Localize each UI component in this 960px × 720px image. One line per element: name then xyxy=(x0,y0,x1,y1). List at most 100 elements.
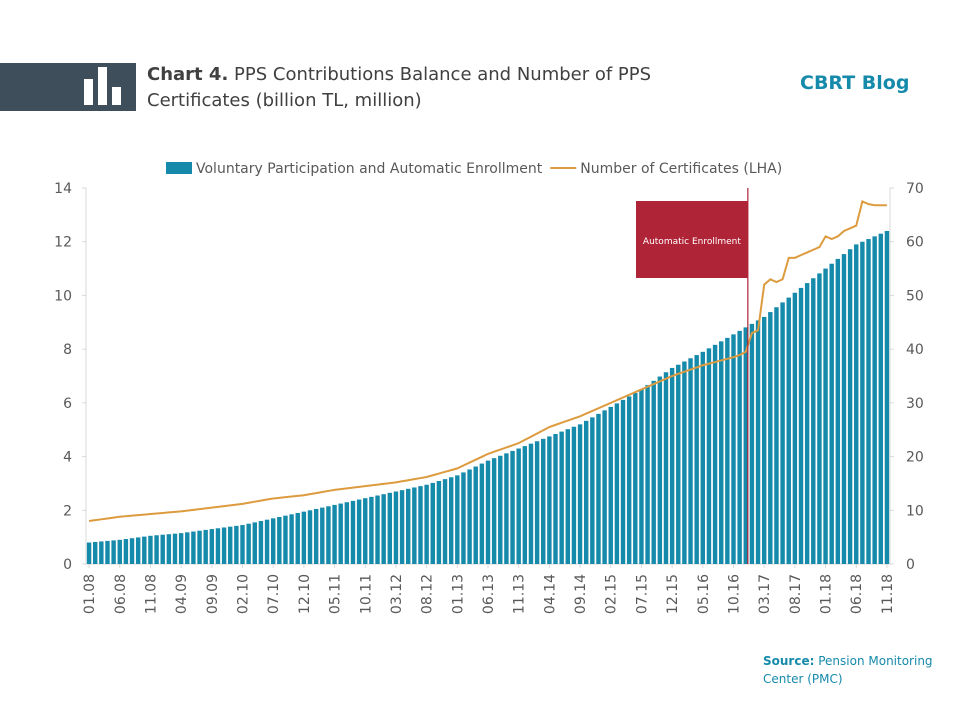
bar xyxy=(356,499,362,564)
bar xyxy=(375,495,380,564)
bar xyxy=(694,355,699,564)
bar xyxy=(393,491,399,564)
header-icon-box xyxy=(0,63,136,111)
x-tick-label: 11.18 xyxy=(880,574,896,614)
y2-tick-label: 50 xyxy=(906,288,924,304)
bar xyxy=(424,484,429,564)
bar xyxy=(780,302,785,564)
title: Chart 4. PPS Contributions Balance and N… xyxy=(147,62,707,114)
x-tick-label: 04.14 xyxy=(542,574,558,614)
bar xyxy=(117,539,122,564)
x-tick-label: 01.08 xyxy=(82,574,98,614)
bar xyxy=(399,490,405,564)
y2-tick-label: 30 xyxy=(906,396,924,412)
source-label: Source: xyxy=(763,654,815,668)
bar xyxy=(313,508,319,564)
bar xyxy=(792,292,798,564)
bar xyxy=(774,307,779,564)
y-tick-label: 10 xyxy=(54,288,72,304)
icon xyxy=(84,67,121,105)
x-tick-label: 12.10 xyxy=(297,574,313,614)
bar xyxy=(166,534,172,564)
bar xyxy=(608,406,613,564)
bar xyxy=(448,477,454,564)
bar xyxy=(270,518,276,564)
bar xyxy=(412,487,417,564)
bar xyxy=(430,482,435,564)
bar xyxy=(326,506,331,564)
bar xyxy=(436,481,442,564)
bar xyxy=(221,527,227,564)
bar xyxy=(338,503,343,564)
bar xyxy=(786,297,791,564)
bar xyxy=(160,534,165,564)
bar xyxy=(185,532,190,564)
bar xyxy=(841,254,847,564)
bar xyxy=(461,472,466,564)
bar xyxy=(105,540,110,564)
bar xyxy=(590,417,595,564)
bar xyxy=(203,529,208,564)
bar xyxy=(491,458,497,564)
legend-swatch xyxy=(166,162,192,174)
x-tick-label: 10.11 xyxy=(358,574,374,614)
bar xyxy=(817,273,822,564)
bar xyxy=(172,533,178,564)
bar xyxy=(467,469,472,564)
bar xyxy=(602,410,607,564)
bar xyxy=(645,385,650,564)
y-tick-label: 0 xyxy=(63,557,72,573)
bar xyxy=(663,372,669,564)
bar xyxy=(847,249,853,564)
bar xyxy=(804,283,810,564)
bar xyxy=(522,446,528,564)
bar xyxy=(363,498,368,564)
bar xyxy=(712,344,718,564)
brand: CBRT Blog xyxy=(800,72,910,94)
bar xyxy=(473,466,478,564)
bar xyxy=(541,438,546,564)
bar xyxy=(725,337,730,564)
x-tick-label: 06.18 xyxy=(849,574,865,614)
legend-label: Number of Certificates (LHA) xyxy=(580,161,782,177)
x-tick-label: 04.09 xyxy=(174,574,190,614)
bar xyxy=(154,535,159,564)
bar xyxy=(866,239,871,564)
bar xyxy=(559,431,564,564)
bar xyxy=(633,392,638,564)
bar xyxy=(369,496,374,564)
x-tick-label: 02.10 xyxy=(236,574,252,614)
bar xyxy=(215,528,221,564)
line xyxy=(88,200,887,523)
y2-tick-label: 40 xyxy=(906,342,924,358)
y2-tick-label: 70 xyxy=(906,181,924,197)
bar xyxy=(135,537,141,564)
bar xyxy=(688,358,693,564)
bar xyxy=(749,323,755,564)
x-tick-label: 07.15 xyxy=(634,574,650,614)
bar xyxy=(669,367,675,564)
bar xyxy=(289,514,294,564)
bar xyxy=(418,486,423,564)
bar xyxy=(596,413,601,564)
x-tick-label: 12.15 xyxy=(665,574,681,614)
bar xyxy=(835,258,841,564)
bar xyxy=(344,502,350,564)
title-text: PPS Contributions Balance and Number of … xyxy=(147,64,652,111)
bar xyxy=(719,341,724,564)
y-tick-label: 12 xyxy=(54,235,72,251)
bar xyxy=(755,320,761,564)
source-text: Pension Monitoring Center (PMC) xyxy=(763,654,933,686)
bar xyxy=(129,538,135,564)
x-tick-label: 01.18 xyxy=(819,574,835,614)
bar xyxy=(234,525,239,564)
bar xyxy=(565,429,570,564)
bar xyxy=(798,287,804,564)
bar xyxy=(283,515,288,564)
bar xyxy=(301,511,307,564)
bar xyxy=(878,233,884,564)
bar xyxy=(455,475,460,564)
bar xyxy=(547,436,552,564)
y-tick-label: 6 xyxy=(63,396,72,412)
